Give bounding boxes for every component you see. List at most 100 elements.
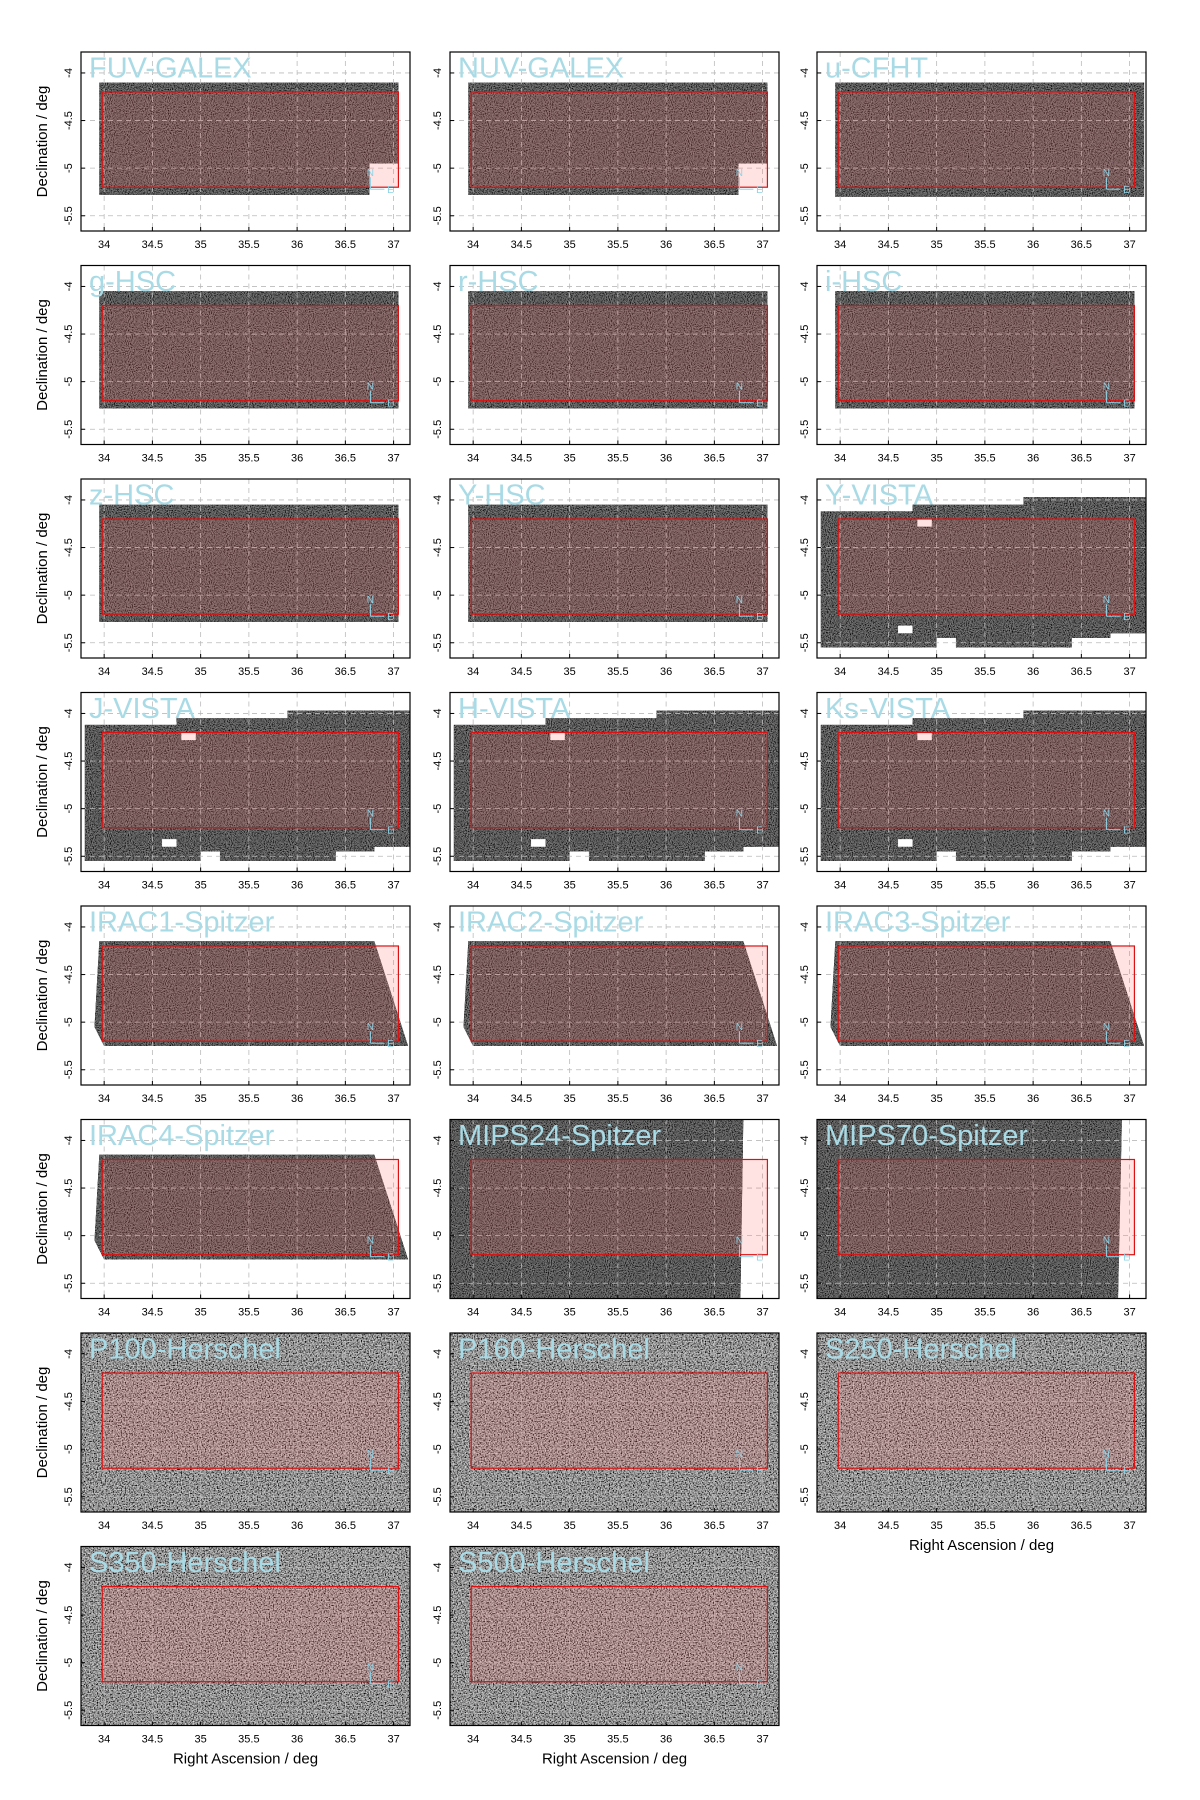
x-tick-label: 36.5 <box>704 452 725 464</box>
panel: 34 34.5 35 35.5 36 36.5 37 -5.5 -5 -4.5 -4 N E P160-H… <box>432 1332 780 1532</box>
y-tick-label: -4 <box>799 709 811 719</box>
image <box>99 82 399 195</box>
panel-title: r-HSC <box>458 266 539 298</box>
panel: 34 34.5 35 35.5 36 36.5 37 -5.5 -5 -4.5 -4 N E Y-VIST… <box>799 478 1147 678</box>
x-tick-label: 34 <box>98 1733 110 1745</box>
x-tick-label: 37 <box>387 1306 399 1318</box>
footprint-noise <box>453 710 779 862</box>
y-tick-label: -5.5 <box>432 1701 444 1720</box>
x-tick-label: 37 <box>1123 1093 1135 1105</box>
panel-title: Y-VISTA <box>825 480 934 512</box>
footprint-gap <box>936 638 956 658</box>
x-tick-label: 37 <box>756 879 768 891</box>
compass-east: E <box>756 1039 763 1050</box>
y-tick-label: -4 <box>799 495 811 505</box>
field-region <box>470 304 769 402</box>
compass-east: E <box>387 612 394 623</box>
footprint-noise <box>450 1119 744 1299</box>
y-axis-label: Declination / deg <box>34 1367 51 1479</box>
y-tick-label: -4 <box>799 282 811 292</box>
footprint-gap <box>936 851 956 872</box>
x-tick-label: 35.5 <box>238 1093 259 1105</box>
field-region <box>101 91 400 188</box>
x-tick-label: 37 <box>756 1093 768 1105</box>
x-tick-label: 35 <box>564 1733 576 1745</box>
x-tick-label: 35 <box>564 1520 576 1532</box>
x-tick-label: 35.5 <box>238 666 259 678</box>
x-tick-label: 37 <box>756 1733 768 1745</box>
x-tick-label: 34.5 <box>511 879 532 891</box>
image <box>84 710 410 872</box>
panel: 34 34.5 35 35.5 36 36.5 37 -5.5 -5 -4.5 -4 N Eg-HSC D… <box>34 264 411 464</box>
x-tick-label: 34 <box>834 879 846 891</box>
footprint-noise <box>820 497 1146 648</box>
panel-title: J-VISTA <box>89 693 195 725</box>
y-tick-label: -4 <box>799 68 811 78</box>
field-region <box>470 1158 769 1256</box>
y-tick-label: -5 <box>432 163 444 173</box>
footprint-gap <box>898 839 913 847</box>
footprint-gap <box>162 839 177 847</box>
footprint-noise <box>468 82 768 195</box>
panel-title: MIPS70-Spitzer <box>825 1120 1028 1152</box>
x-axis-label: Right Ascension / deg <box>173 1750 318 1767</box>
y-tick-label: -5.5 <box>799 847 811 866</box>
x-tick-label: 36.5 <box>704 239 725 251</box>
x-tick-label: 35.5 <box>238 1733 259 1745</box>
footprint-gap <box>200 851 220 872</box>
y-tick-label: -5 <box>799 1017 811 1027</box>
x-tick-label: 36 <box>660 1520 672 1532</box>
compass-north: N <box>1103 1022 1110 1033</box>
y-tick-label: -5 <box>432 1658 444 1668</box>
y-tick-label: -5.5 <box>432 1487 444 1506</box>
x-tick-label: 35 <box>195 666 207 678</box>
x-tick-label: 35 <box>931 239 943 251</box>
y-tick-label: -4.5 <box>799 538 811 557</box>
x-tick-label: 34 <box>467 452 479 464</box>
y-tick-label: -5.5 <box>432 847 444 866</box>
y-tick-label: -4 <box>63 922 75 932</box>
footprint-gap <box>898 625 913 634</box>
x-tick-label: 37 <box>1123 239 1135 251</box>
field-region <box>837 945 1136 1042</box>
panel-frame <box>449 691 780 873</box>
x-tick-label: 35.5 <box>974 1306 995 1318</box>
x-tick-label: 34 <box>98 666 110 678</box>
y-axis-label: Declination / deg <box>34 1580 51 1692</box>
y-tick-label: -4 <box>799 922 811 932</box>
y-tick-label: -5.5 <box>799 633 811 652</box>
y-axis-label: Declination / deg <box>34 1153 51 1265</box>
y-tick-label: -4.5 <box>432 752 444 771</box>
compass-east: E <box>756 825 763 836</box>
panel-title: IRAC3-Spitzer <box>825 907 1011 939</box>
image <box>94 1154 409 1260</box>
x-tick-label: 36 <box>291 239 303 251</box>
compass-north: N <box>367 1449 374 1460</box>
x-tick-label: 35.5 <box>238 1520 259 1532</box>
footprint-noise <box>99 82 399 195</box>
x-tick-label: 36.5 <box>704 1306 725 1318</box>
y-tick-label: -4.5 <box>799 965 811 984</box>
panel: 34 34.5 35 35.5 36 36.5 37 -5.5 -5 -4.5 -4 N E IRAC2-… <box>432 905 780 1105</box>
x-tick-label: 34 <box>834 452 846 464</box>
compass-north: N <box>736 381 743 392</box>
compass-north: N <box>367 1022 374 1033</box>
panel: 34 34.5 35 35.5 36 36.5 37 -5.5 -5 -4.5 -4 N E H-VIST… <box>432 691 780 891</box>
x-tick-label: 36.5 <box>335 1520 356 1532</box>
panel: 34 34.5 35 35.5 36 36.5 37 -5.5 -5 -4.5 -4 N E FUV-GA… <box>34 51 411 251</box>
x-tick-label: 35 <box>564 1306 576 1318</box>
x-tick-label: 34.5 <box>142 1733 163 1745</box>
y-tick-label: -4 <box>432 709 444 719</box>
x-tick-label: 35 <box>931 452 943 464</box>
compass-north: N <box>736 1235 743 1246</box>
x-tick-label: 35 <box>195 1093 207 1105</box>
y-tick-label: -5 <box>432 590 444 600</box>
panel: 34 34.5 35 35.5 36 36.5 37 -5.5 -5 -4.5 -4 N Ei-HSC <box>799 264 1147 464</box>
x-tick-label: 34.5 <box>142 879 163 891</box>
y-tick-label: -5 <box>63 377 75 387</box>
y-tick-label: -5.5 <box>799 1274 811 1293</box>
x-tick-label: 36 <box>1027 239 1039 251</box>
panel-title: IRAC2-Spitzer <box>458 907 644 939</box>
image <box>450 1546 779 1726</box>
x-tick-label: 34 <box>467 1306 479 1318</box>
